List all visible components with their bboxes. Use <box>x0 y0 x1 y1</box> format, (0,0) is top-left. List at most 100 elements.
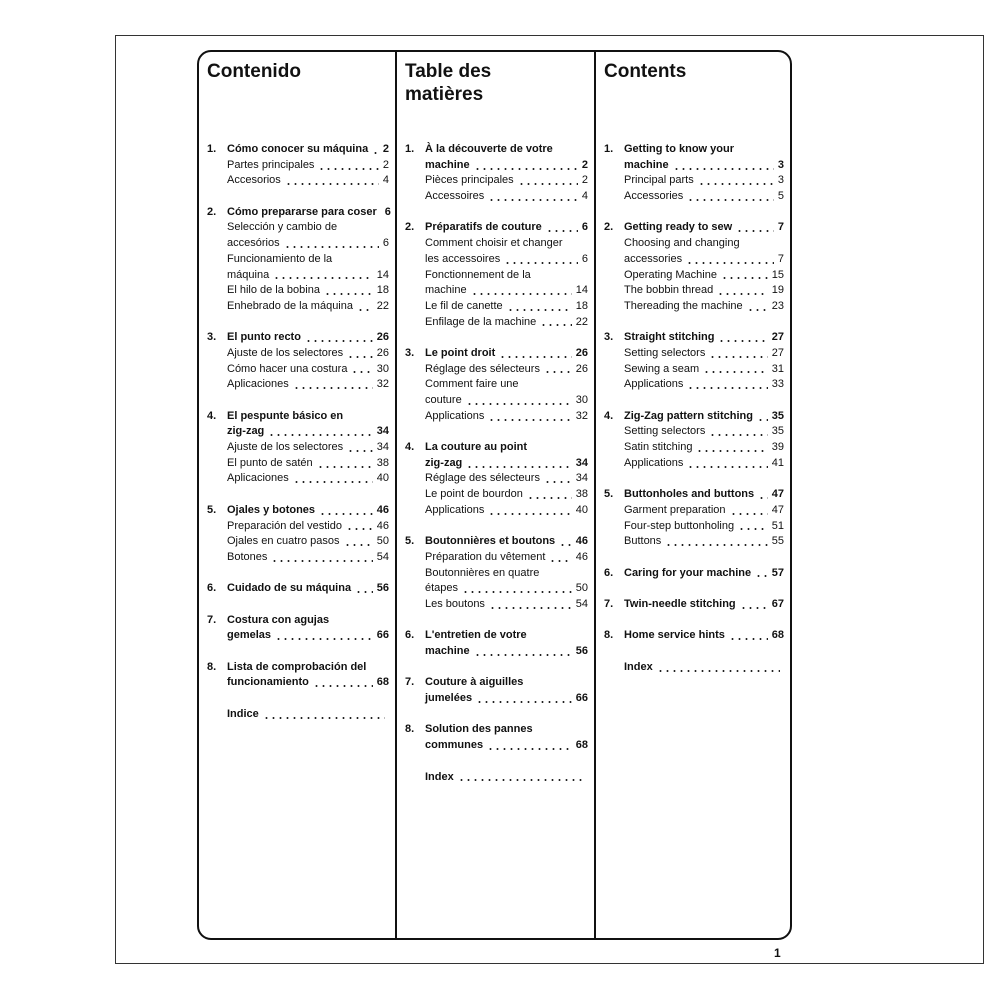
entry: Satin stitching 39 <box>604 440 784 456</box>
section-number: 3. <box>405 346 415 359</box>
page-ref: 56 <box>376 582 389 595</box>
section: 5. Boutonnières et boutons 46 Préparation d… <box>405 534 588 612</box>
dot-leader <box>372 150 379 155</box>
entry-text: jumelées <box>425 692 473 705</box>
entry: Selección y cambio de <box>207 220 389 236</box>
page-ref: 32 <box>575 409 588 422</box>
page-ref: 4 <box>581 190 588 203</box>
section-number: 8. <box>604 629 614 642</box>
entry-text: Applications <box>425 409 485 422</box>
entry-text: Funcionamiento de la <box>227 252 333 265</box>
entry-text: machine <box>425 158 470 171</box>
entry-text: zig-zag <box>425 456 463 469</box>
entry-text: Botones <box>227 550 268 563</box>
section-heading: Home service hints 68 <box>604 628 784 644</box>
section-number: 4. <box>604 409 614 422</box>
entry-text: Préparatifs de couture <box>425 221 542 234</box>
dot-leader <box>687 386 768 391</box>
entry-text: Setting selectors <box>624 346 706 359</box>
entry-text: Le fil de canette <box>425 299 503 312</box>
page-ref: 14 <box>575 284 588 297</box>
page-ref: 66 <box>575 692 588 705</box>
page-ref: 3 <box>777 158 784 171</box>
dot-leader <box>709 433 768 438</box>
page-ref: 46 <box>376 503 389 516</box>
dot-leader <box>687 464 768 469</box>
page-ref: 7 <box>777 221 784 234</box>
section-heading: Cómo conocer su máquina 2 <box>207 142 389 158</box>
entry: Thereading the machine 23 <box>604 299 784 315</box>
dot-leader <box>697 182 774 187</box>
entry: couture 30 <box>405 393 588 409</box>
entry: Sewing a seam 31 <box>604 362 784 378</box>
page-ref: 67 <box>771 597 784 610</box>
entry: Fonctionnement de la <box>405 268 588 284</box>
dot-leader <box>462 590 572 595</box>
section: 8. Solution des pannes communes 68 <box>405 722 588 753</box>
entry: Le point de bourdon 38 <box>405 487 588 503</box>
entry-text: Partes principales <box>227 158 315 171</box>
section-heading: communes 68 <box>405 738 588 754</box>
dot-leader <box>283 244 379 249</box>
dot-leader <box>318 166 379 171</box>
page-ref: 46 <box>376 519 389 532</box>
dot-leader <box>356 307 373 312</box>
page-ref: 46 <box>575 535 588 548</box>
dot-leader <box>465 401 572 406</box>
entry-text: gemelas <box>227 629 272 642</box>
section-heading: Cómo prepararse para coser 6 <box>207 205 391 221</box>
section: 5. Ojales y botones 46 Preparación del vest… <box>207 503 389 566</box>
entry-text: accessories <box>624 252 683 265</box>
entry-list: 1. Cómo conocer su máquina 2 Partes princip… <box>207 142 391 738</box>
page-frame <box>115 35 984 964</box>
section-heading: Couture à aiguilles <box>405 675 588 691</box>
entry: Preparación del vestido 46 <box>207 519 389 535</box>
dot-leader <box>343 543 373 548</box>
section-heading: Index <box>604 660 784 676</box>
section-heading: Préparatifs de couture 6 <box>405 220 588 236</box>
entry-text: Les boutons <box>425 597 485 610</box>
page-ref: 34 <box>376 441 389 454</box>
section-number: 6. <box>207 582 217 595</box>
entry: Aplicaciones 32 <box>207 377 389 393</box>
entry: accesórios 6 <box>207 236 389 252</box>
section: 3. El punto recto 26 Ajuste de los selector… <box>207 330 389 393</box>
dot-leader <box>686 260 774 265</box>
dot-leader <box>549 558 572 563</box>
section-heading: Getting ready to sew 7 <box>604 220 784 236</box>
dot-leader <box>323 292 373 297</box>
section-number: 1. <box>207 143 217 155</box>
entry-text: Applications <box>624 456 684 469</box>
entry-text: À la découverte de votre <box>425 143 553 155</box>
page-ref: 34 <box>575 456 588 469</box>
dot-leader <box>284 182 379 187</box>
section: 2. Préparatifs de couture 6 Comment choisir… <box>405 220 588 330</box>
entry-text: El hilo de la bobina <box>227 284 320 297</box>
dot-leader <box>488 605 572 610</box>
dot-leader <box>559 543 572 548</box>
entry-text: Lista de comprobación del <box>227 660 367 673</box>
entry: Accessories 5 <box>604 189 784 205</box>
entry: Le fil de canette 18 <box>405 299 588 315</box>
page-ref: 26 <box>376 331 389 344</box>
page-ref: 47 <box>771 488 784 501</box>
entry-text: Costura con agujas <box>227 613 330 626</box>
entry: Enhebrado de la máquina 22 <box>207 299 389 315</box>
page-ref: 18 <box>575 299 588 312</box>
section-number: 2. <box>405 221 415 234</box>
page-ref: 40 <box>575 503 588 516</box>
dot-leader <box>466 464 572 469</box>
page-ref: 6 <box>581 252 588 265</box>
page-ref: 33 <box>771 378 784 391</box>
section-heading: machine 3 <box>604 158 784 174</box>
entry-text: Aplicaciones <box>227 378 289 391</box>
page-ref: 41 <box>771 456 784 469</box>
entry-text: Home service hints <box>624 629 725 642</box>
page-ref: 18 <box>376 284 389 297</box>
page-ref: 38 <box>376 456 389 469</box>
dot-leader <box>273 276 373 281</box>
entry-text: Cómo conocer su máquina <box>227 143 369 155</box>
page-ref: 22 <box>376 299 389 312</box>
column: Table des matières 1. À la découverte de v… <box>395 52 594 938</box>
entry: Les boutons 54 <box>405 597 588 613</box>
